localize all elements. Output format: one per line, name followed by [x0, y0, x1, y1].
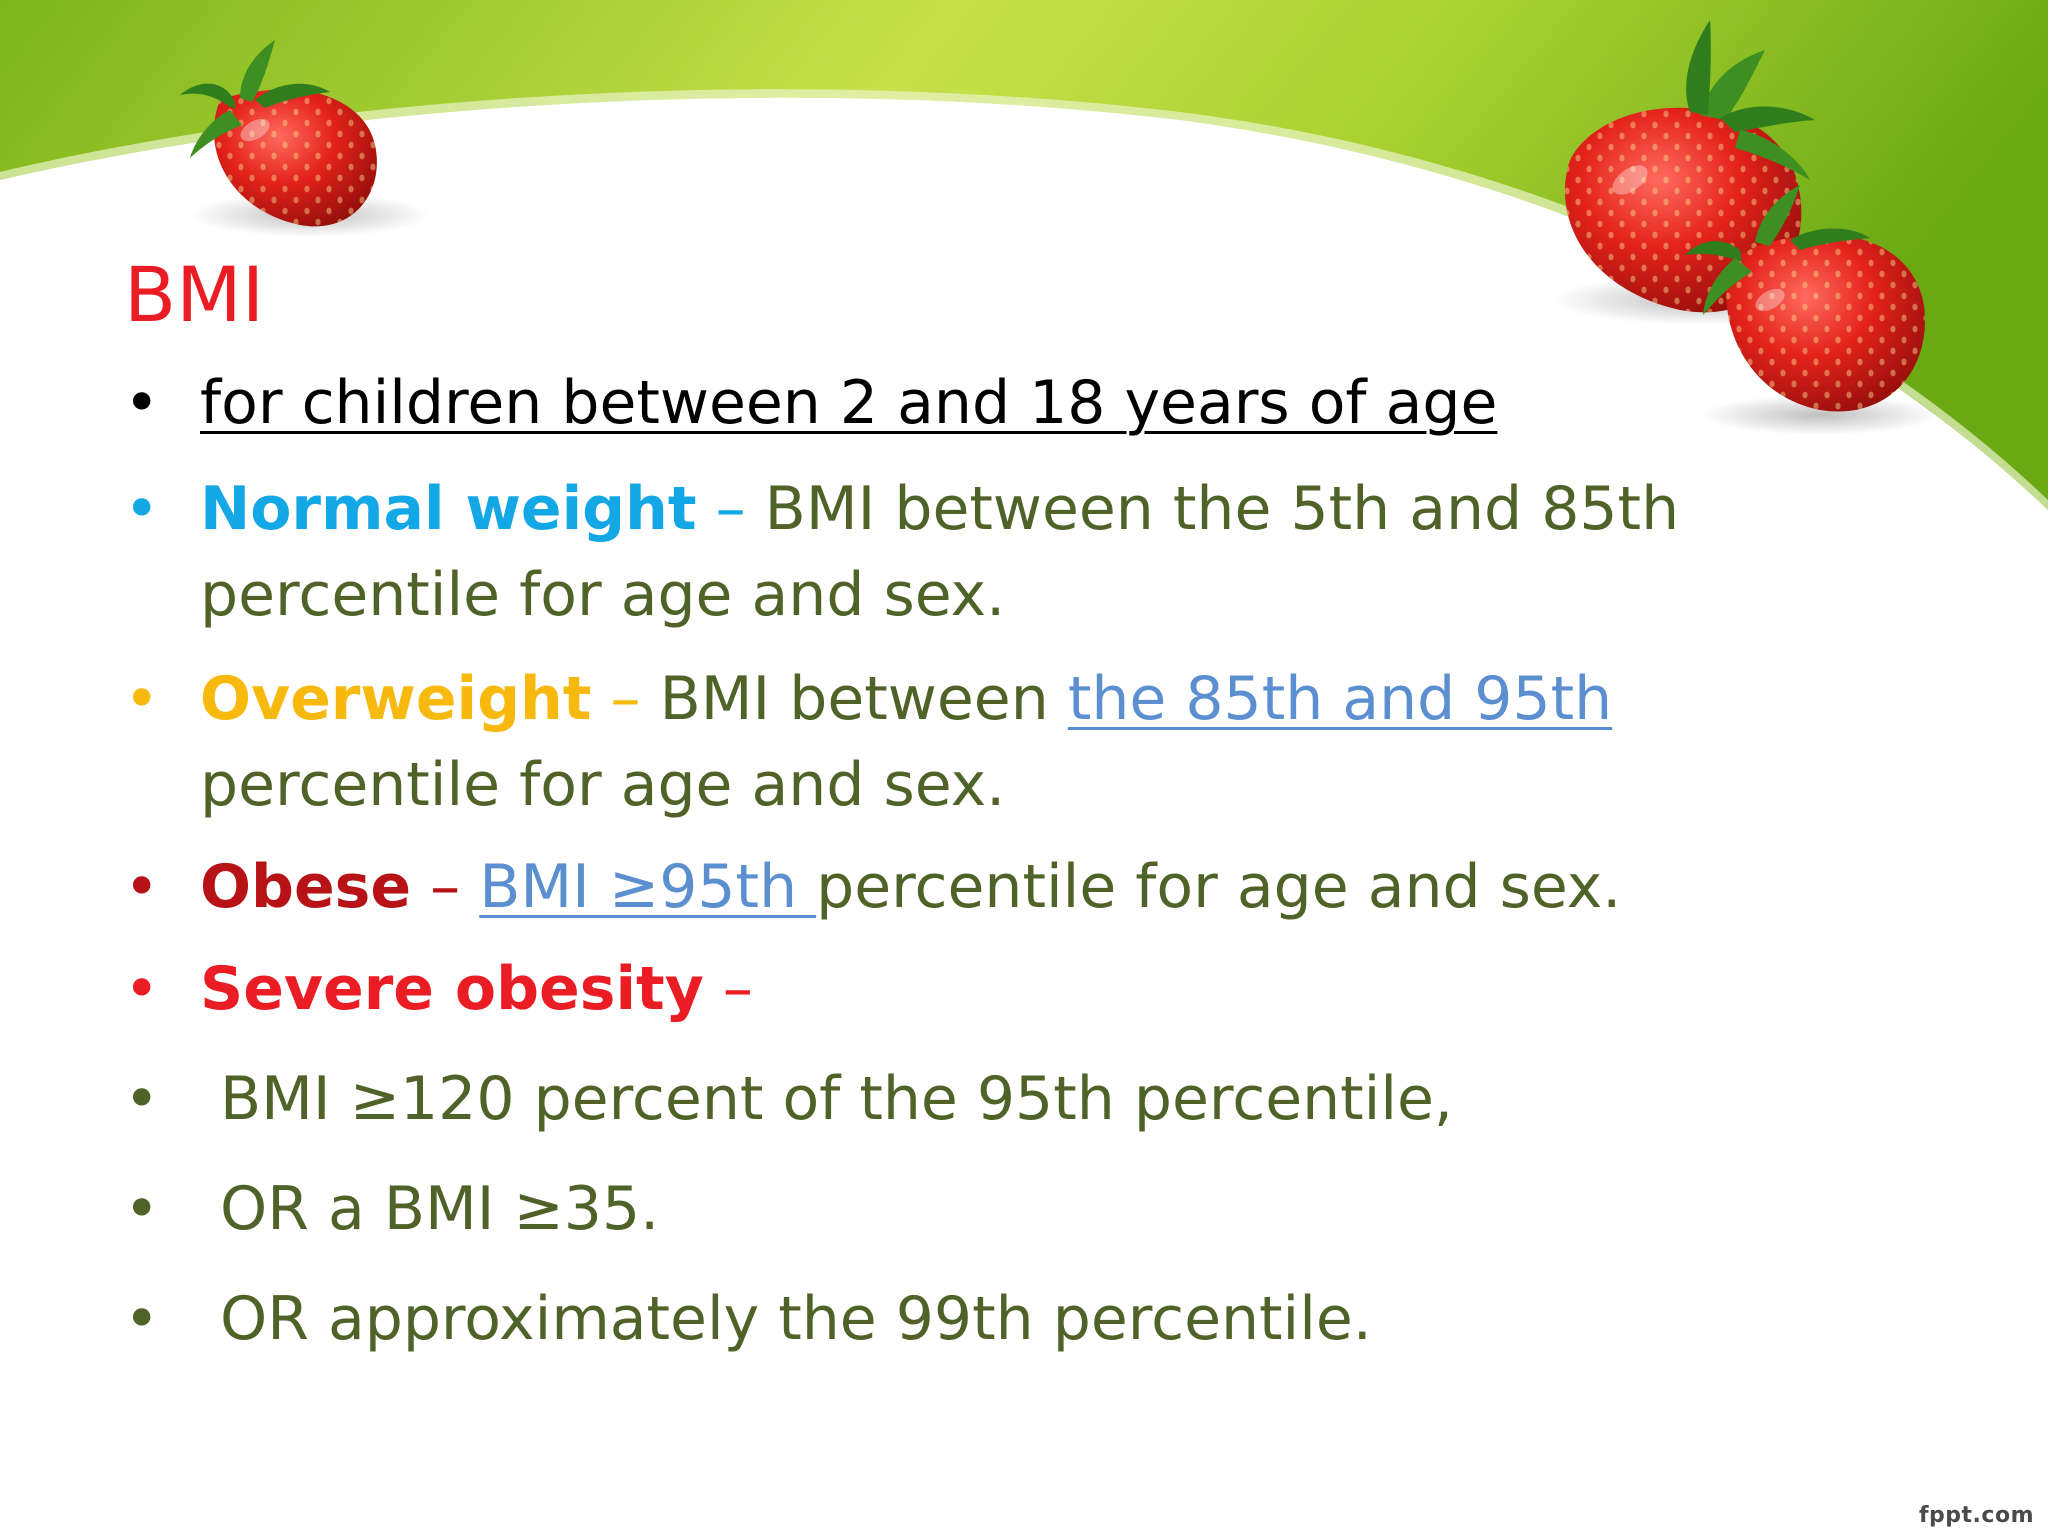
footer-watermark: fppt.com — [1918, 1503, 2034, 1528]
overweight-label: Overweight — [200, 664, 592, 734]
bullet-icon: • — [124, 852, 160, 922]
criterion-text: OR approximately the 99th percentile. — [220, 1284, 1372, 1354]
list-item: • BMI ≥120 percent of the 95th percentil… — [124, 1056, 1944, 1142]
space — [460, 852, 479, 922]
bullet-icon: • — [124, 664, 160, 734]
list-item: • Overweight – BMI between the 85th and … — [124, 656, 1944, 828]
slide-title: BMI — [124, 250, 265, 339]
dash: – — [591, 664, 641, 734]
list-item: • Severe obesity – — [124, 946, 1944, 1032]
age-range-text: for children between 2 and 18 years of a… — [200, 368, 1498, 438]
list-item: • OR approximately the 99th percentile. — [124, 1276, 1944, 1362]
list-item: • Obese – BMI ≥95th percentile for age a… — [124, 844, 1944, 930]
obese-label: Obese — [200, 852, 412, 922]
dash: – — [696, 474, 746, 544]
overweight-text: BMI between — [640, 664, 1068, 734]
normal-weight-text-cont: percentile for age and sex. — [200, 560, 1006, 630]
bullet-list: • for children between 2 and 18 years of… — [124, 360, 1944, 1362]
list-item: • for children between 2 and 18 years of… — [124, 360, 1944, 446]
normal-weight-text: BMI between the 5th and 85th — [745, 474, 1680, 544]
green-band — [0, 0, 2048, 510]
bullet-icon: • — [124, 1174, 160, 1244]
overweight-link[interactable]: the 85th and 95th — [1067, 664, 1613, 734]
bullet-icon: • — [124, 1064, 160, 1134]
bullet-icon: • — [124, 368, 160, 438]
overweight-text-cont: percentile for age and sex. — [200, 750, 1006, 820]
dash: – — [411, 852, 461, 922]
list-item: • OR a BMI ≥35. — [124, 1166, 1944, 1252]
bullet-icon: • — [124, 1284, 160, 1354]
dash: – — [703, 954, 753, 1024]
obese-link[interactable]: BMI ≥95th — [479, 852, 817, 922]
criterion-text: BMI ≥120 percent of the 95th percentile, — [220, 1064, 1453, 1134]
criterion-text: OR a BMI ≥35. — [220, 1174, 660, 1244]
obese-text: percentile for age and sex. — [816, 852, 1622, 922]
strawberry-icon — [1685, 185, 1940, 435]
strawberry-icon — [180, 40, 430, 237]
list-item: • Normal weight – BMI between the 5th an… — [124, 466, 1944, 638]
severe-obesity-label: Severe obesity — [200, 954, 704, 1024]
bullet-icon: • — [124, 474, 160, 544]
normal-weight-label: Normal weight — [200, 474, 697, 544]
bullet-icon: • — [124, 954, 160, 1024]
